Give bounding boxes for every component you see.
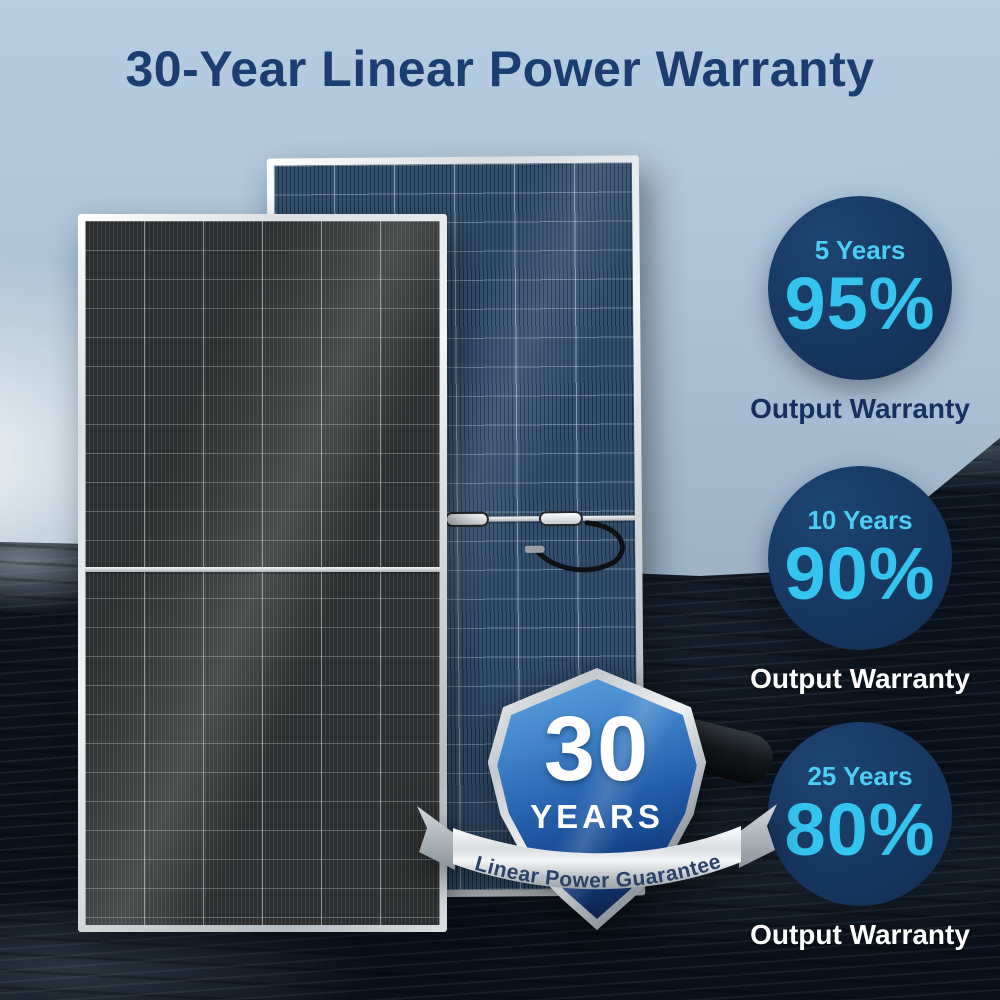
solar-panel-front [78, 214, 447, 932]
warranty-badge-25-years: 25 Years 80% Output Warranty [738, 722, 982, 951]
badge-circle: 10 Years 90% [768, 466, 952, 650]
badge-years: 5 Years [814, 235, 906, 266]
solar-panel-back [266, 155, 646, 899]
badge-label: Output Warranty [750, 919, 970, 950]
solar-cells-front [85, 221, 440, 925]
badge-circle: 5 Years 95% [768, 196, 952, 380]
ribbon-end-left [417, 806, 455, 870]
badge-years: 10 Years [807, 505, 913, 536]
badge-circle: 25 Years 80% [768, 722, 952, 906]
ribbon-end-right [739, 804, 777, 868]
page-title: 30-Year Linear Power Warranty [125, 41, 875, 97]
shield-number: 30 [543, 698, 651, 800]
solar-cells-back [273, 162, 639, 892]
warranty-badge-10-years: 10 Years 90% Output Warranty [738, 466, 982, 695]
warranty-shield: 30 YEARS ★ ★ ★ [417, 666, 777, 938]
junction-cable-icon [524, 520, 625, 573]
badge-label: Output Warranty [750, 393, 970, 424]
badge-percent: 80% [784, 788, 936, 872]
warranty-badge-5-years: 5 Years 95% Output Warranty [738, 196, 982, 425]
panel-middle-divider [85, 567, 440, 572]
ribbon-banner: Linear Power Guarantee [417, 804, 777, 892]
ribbon-band [453, 826, 741, 890]
junction-box [444, 511, 489, 528]
badge-years: 25 Years [807, 761, 913, 792]
badge-percent: 90% [784, 532, 936, 616]
badge-percent: 95% [784, 262, 936, 346]
badge-label: Output Warranty [750, 663, 970, 694]
